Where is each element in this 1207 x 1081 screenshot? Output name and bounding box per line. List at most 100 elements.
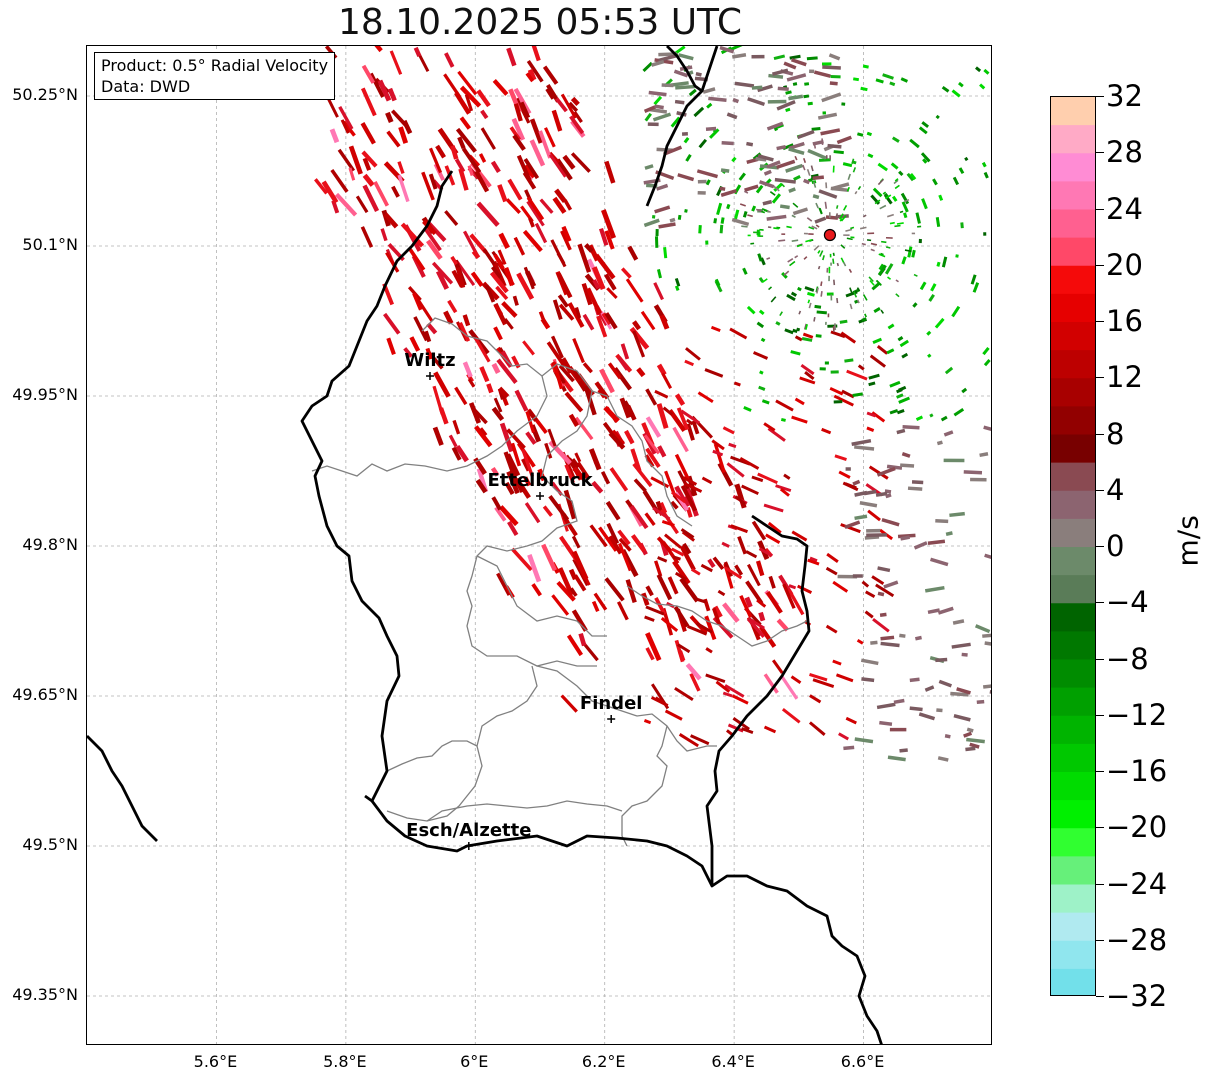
colorbar-band xyxy=(1051,603,1095,632)
echo-gate xyxy=(958,81,964,88)
colorbar-band xyxy=(1051,434,1095,464)
echo-gate xyxy=(758,625,777,648)
echo-gate xyxy=(891,136,900,143)
echo-gate xyxy=(835,673,854,683)
echo-gate xyxy=(787,588,805,616)
echo-gate xyxy=(829,81,838,86)
echo-gate xyxy=(761,278,768,284)
map-title: 18.10.2025 05:53 UTC xyxy=(337,2,743,43)
border-be-de-top xyxy=(666,46,703,93)
echo-gate xyxy=(747,214,753,218)
echo-gate xyxy=(724,684,745,698)
echo-gate xyxy=(875,279,882,286)
echo-gate xyxy=(961,652,968,657)
echo-gate xyxy=(759,180,775,189)
echo-gate xyxy=(984,641,991,646)
echo-gate xyxy=(870,248,875,252)
colorbar-band xyxy=(1051,406,1095,435)
echo-gate xyxy=(435,144,446,159)
echo-gate xyxy=(815,202,819,209)
echo-gate xyxy=(657,445,667,458)
canton-border xyxy=(426,800,623,822)
echo-gate xyxy=(496,358,518,384)
echo-gate xyxy=(644,112,653,122)
echo-gate xyxy=(761,399,770,405)
echo-gate xyxy=(786,293,796,302)
colorbar-band xyxy=(1051,828,1095,857)
echo-gate xyxy=(852,479,861,486)
echo-gate xyxy=(943,430,954,437)
echo-gate xyxy=(953,407,965,417)
echo-gate xyxy=(766,160,781,169)
echo-gate xyxy=(770,296,777,303)
echo-gate xyxy=(670,490,687,504)
echo-gate xyxy=(803,178,811,185)
colorbar-band xyxy=(1051,265,1095,295)
echo-gate xyxy=(901,452,911,458)
echo-gate xyxy=(491,496,502,511)
echo-gate xyxy=(512,295,519,306)
echo-gate xyxy=(871,281,881,291)
echo-gate xyxy=(746,305,756,315)
echo-gate xyxy=(513,477,525,493)
echo-gate xyxy=(432,426,444,446)
echo-gate xyxy=(806,56,818,61)
echo-gate xyxy=(398,126,409,144)
colorbar-tick-label: −28 xyxy=(1106,922,1168,957)
echo-gate xyxy=(780,675,799,700)
echo-gate xyxy=(497,386,510,399)
echo-gate xyxy=(479,427,488,437)
echo-gate xyxy=(909,706,923,712)
echo-gate xyxy=(787,257,794,263)
echo-gate xyxy=(901,256,907,265)
echo-gate xyxy=(806,169,811,176)
echo-gate xyxy=(859,501,878,508)
echo-gate xyxy=(726,203,731,210)
echo-gate xyxy=(727,723,744,733)
echo-gate xyxy=(802,164,806,171)
echo-gate xyxy=(432,385,444,415)
echo-gate xyxy=(711,439,725,451)
echo-gate xyxy=(598,526,618,552)
echo-gate xyxy=(979,83,986,90)
echo-gate xyxy=(877,264,887,276)
echo-gate xyxy=(825,624,838,634)
echo-gate xyxy=(806,217,813,222)
echo-gate xyxy=(900,463,915,468)
echo-gate xyxy=(877,162,889,172)
echo-gate xyxy=(861,677,875,683)
echo-gate xyxy=(556,272,573,299)
echo-gate xyxy=(348,145,363,175)
echo-gate xyxy=(462,314,471,327)
echo-gate xyxy=(794,155,798,161)
echo-gate xyxy=(817,250,821,254)
echo-gate xyxy=(757,154,774,162)
map-area[interactable]: Wiltz Ettelbruck Findel Esch/Alzette xyxy=(86,45,992,1045)
echo-gate xyxy=(875,491,888,497)
echo-gate xyxy=(827,143,842,149)
echo-gate xyxy=(677,650,686,662)
colorbar-tick-label: −12 xyxy=(1106,697,1168,732)
echo-gate xyxy=(792,202,799,208)
echo-gate xyxy=(629,504,649,530)
echo-gate xyxy=(808,226,815,230)
echo-gate xyxy=(661,372,673,389)
echo-gate xyxy=(789,260,796,267)
echo-gate xyxy=(757,253,763,262)
echo-gate xyxy=(846,369,868,381)
echo-gate xyxy=(731,694,749,705)
colorbar-band xyxy=(1051,350,1095,379)
echo-gate xyxy=(403,347,413,358)
echo-gate xyxy=(773,185,780,192)
colorbar-band xyxy=(1051,772,1095,801)
echo-gate xyxy=(963,470,983,475)
echo-gate xyxy=(966,727,974,733)
echo-gate xyxy=(362,173,375,187)
echo-gate xyxy=(799,376,816,385)
colorbar-tick-label: 20 xyxy=(1106,247,1143,282)
echo-gate xyxy=(875,78,884,84)
echo-gate xyxy=(765,533,781,544)
echo-gate xyxy=(527,68,537,81)
echo-gate xyxy=(804,371,815,381)
echo-gate xyxy=(758,385,766,391)
